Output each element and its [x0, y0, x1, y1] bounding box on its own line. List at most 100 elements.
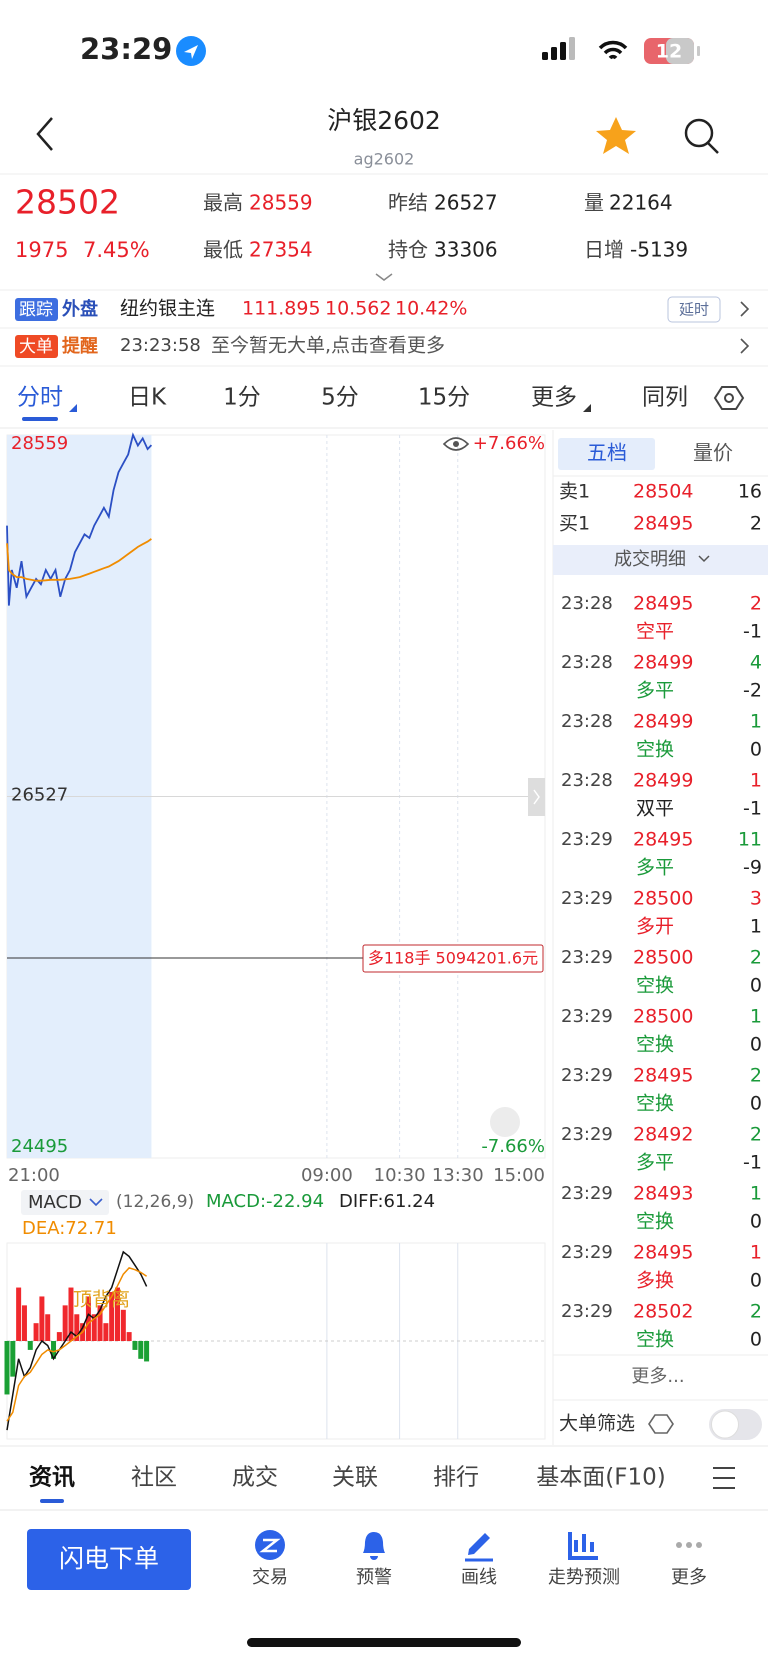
trade-volume: 2	[750, 1301, 762, 1323]
period-tab[interactable]: 日K	[128, 385, 167, 411]
trade-price: 28495	[633, 593, 693, 615]
x-tick-label: 09:00	[301, 1165, 353, 1186]
primary-button-label[interactable]: 闪电下单	[59, 1544, 159, 1573]
favorite-star[interactable]	[596, 117, 636, 154]
badge: 延时	[679, 301, 709, 319]
trade-time: 23:29	[561, 1124, 613, 1145]
info-tab[interactable]: 社区	[131, 1465, 177, 1491]
detail-chevron	[698, 555, 710, 563]
macd-bar	[85, 1296, 91, 1341]
period-tab[interactable]: 5分	[321, 385, 359, 411]
stat-value: 26527	[434, 191, 498, 215]
signal-bar	[560, 42, 566, 60]
tag: 提醒	[62, 335, 98, 357]
trade-type: 多平	[636, 1152, 674, 1174]
home-indicator	[247, 1638, 521, 1647]
stat-value: 28559	[249, 191, 313, 215]
trade-type: 空换	[636, 975, 674, 997]
trade-volume: 4	[750, 652, 762, 674]
info-tab[interactable]: 成交	[232, 1465, 278, 1491]
trade-type: 多平	[636, 680, 674, 702]
expand-chevron[interactable]	[375, 273, 393, 281]
period-tab[interactable]: 15分	[418, 385, 470, 411]
fullscreen-button[interactable]	[490, 1107, 520, 1137]
toolbar-item[interactable]: 交易	[252, 1567, 288, 1588]
trade-type: 空平	[636, 621, 674, 643]
badge-bg	[667, 296, 721, 323]
trade-price: 28500	[633, 1006, 693, 1028]
toolbar-item[interactable]: 预警	[356, 1567, 392, 1588]
pen-icon	[468, 1533, 490, 1555]
price-change: 1975	[15, 238, 68, 262]
price-line	[6, 432, 153, 606]
info-tab[interactable]: 资讯	[29, 1465, 75, 1491]
trade-price: 28502	[633, 1301, 693, 1323]
trade-time: 23:29	[561, 1242, 613, 1263]
period-tab[interactable]: 分时	[17, 385, 63, 411]
stat-label: 日增	[584, 238, 624, 262]
macd-value: MACD:-22.94	[206, 1191, 324, 1212]
foreign-name: 纽约银主连	[120, 298, 215, 320]
x-tick-label: 21:00	[8, 1165, 60, 1186]
trade-type: 多开	[636, 916, 674, 938]
tab-triangle	[583, 404, 591, 412]
indicator-select[interactable]	[21, 1190, 109, 1215]
signal-bar	[569, 37, 575, 60]
row-chevron[interactable]	[740, 301, 750, 317]
y-tick-label: 26527	[11, 785, 68, 806]
search-button[interactable]	[684, 118, 714, 148]
toolbar-item[interactable]: 走势预测	[548, 1567, 620, 1588]
trade-price: 28500	[633, 888, 693, 910]
trade-time: 23:29	[561, 1183, 613, 1204]
trade-volume: 2	[750, 947, 762, 969]
filter-icon	[648, 1414, 674, 1434]
more-link[interactable]: 更多...	[631, 1366, 684, 1387]
side-handle[interactable]	[528, 778, 545, 816]
more-dot	[676, 1542, 682, 1548]
header-title: 沪银2602	[327, 106, 441, 135]
detail-bar[interactable]	[553, 545, 768, 575]
trade-oi: -1	[743, 798, 762, 820]
level-price: 28504	[633, 481, 693, 503]
book-tab[interactable]: 量价	[693, 441, 733, 465]
back-button[interactable]	[36, 117, 53, 151]
trade-price: 28499	[633, 711, 693, 733]
more-dot	[686, 1542, 692, 1548]
stat-value: 33306	[434, 238, 498, 262]
trade-time: 23:29	[561, 829, 613, 850]
bell-icon	[363, 1532, 385, 1560]
trade-type: 空换	[636, 1329, 674, 1351]
trade-type: 空换	[636, 1211, 674, 1233]
trade-price: 28500	[633, 947, 693, 969]
book-tab-active[interactable]	[558, 438, 655, 470]
average-line	[6, 538, 152, 582]
trade-time: 23:28	[561, 711, 613, 732]
period-tab[interactable]: 同列	[642, 385, 688, 411]
macd-bar	[97, 1305, 103, 1341]
toolbar-item[interactable]: 更多	[671, 1567, 707, 1588]
toolbar-item[interactable]: 画线	[461, 1567, 497, 1588]
info-tab[interactable]: 关联	[332, 1465, 378, 1491]
settings-icon[interactable]	[713, 386, 745, 410]
trade-volume: 3	[750, 888, 762, 910]
foreign-pct: 10.42%	[395, 298, 467, 320]
macd-bar	[51, 1341, 57, 1359]
row-chevron[interactable]	[740, 338, 750, 354]
primary-button[interactable]	[27, 1529, 191, 1590]
period-tab[interactable]: 更多	[531, 385, 577, 411]
book-tab[interactable]: 五档	[587, 441, 627, 465]
stat-label: 持仓	[388, 238, 428, 262]
macd-bar	[120, 1309, 126, 1341]
period-tab[interactable]: 1分	[223, 385, 261, 411]
eye-icon[interactable]	[442, 437, 470, 451]
trade-icon-mark	[259, 1538, 281, 1553]
info-tab[interactable]: 基本面(F10)	[536, 1465, 665, 1491]
trade-time: 23:29	[561, 1065, 613, 1086]
trade-price: 28492	[633, 1124, 693, 1146]
info-tab[interactable]: 排行	[433, 1465, 479, 1491]
trade-volume: 1	[750, 770, 762, 792]
trade-oi: -1	[743, 1152, 762, 1174]
trade-oi: -1	[743, 621, 762, 643]
dea-line	[6, 1267, 148, 1422]
